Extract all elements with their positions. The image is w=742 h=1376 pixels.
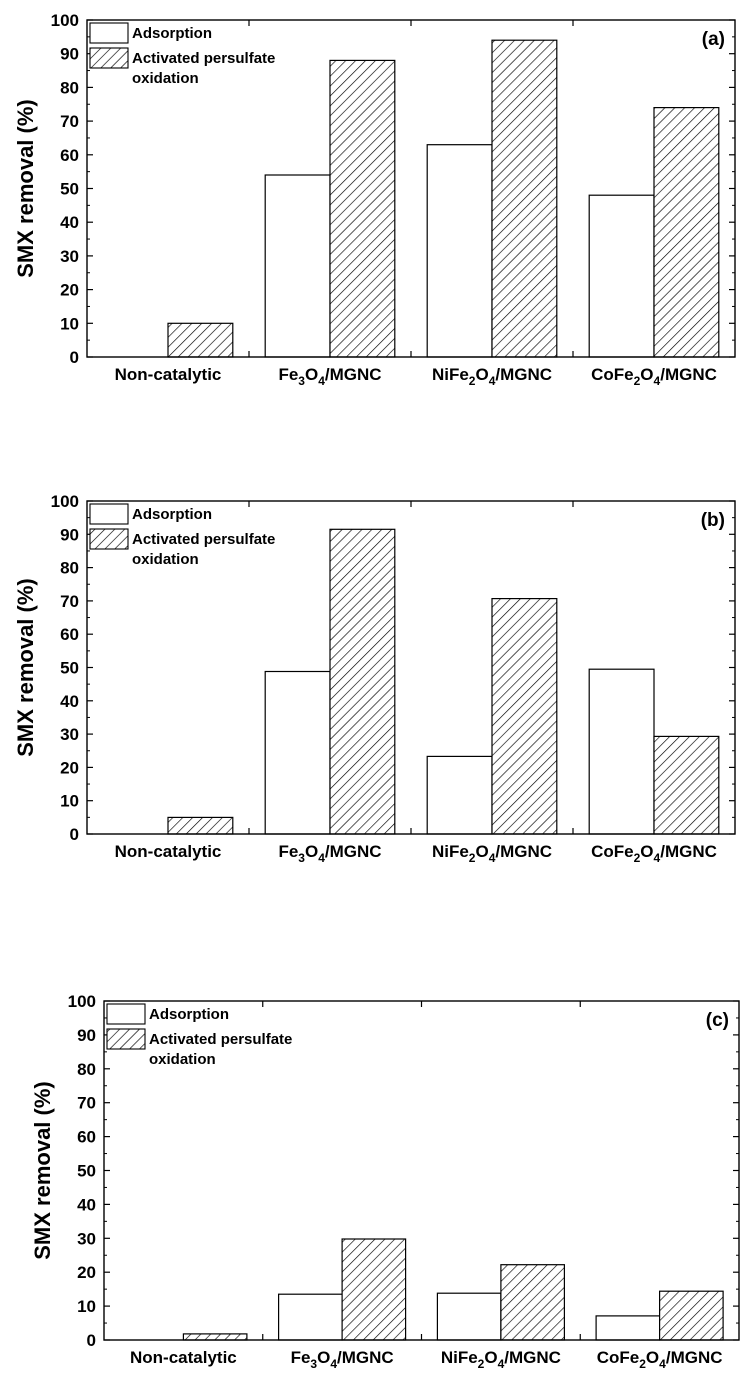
legend-label: oxidation [132, 70, 199, 87]
bar-persulfate-2 [500, 1264, 565, 1341]
y-tick-label: 60 [60, 625, 79, 644]
y-tick-label: 10 [60, 792, 79, 811]
y-tick-label: 60 [77, 1128, 96, 1147]
x-tick-label: Fe3O4/MGNC [291, 1348, 394, 1371]
legend-label: Activated persulfate [132, 50, 275, 67]
bar-adsorption-2 [426, 144, 493, 358]
y-tick-label: 80 [77, 1060, 96, 1079]
bar-persulfate-2 [491, 597, 558, 835]
x-tick-label: NiFe2O4/MGNC [441, 1348, 561, 1371]
x-tick-label: Non-catalytic [130, 1348, 237, 1367]
x-tick-label: Non-catalytic [115, 842, 222, 861]
y-tick-label: 50 [60, 180, 79, 199]
y-tick-label: 100 [51, 11, 79, 30]
y-axis-label: SMX removal (%) [13, 578, 38, 757]
x-tick-label: CoFe2O4/MGNC [591, 365, 717, 388]
y-tick-label: 40 [60, 692, 79, 711]
y-tick-label: 100 [68, 992, 96, 1011]
y-tick-label: 60 [60, 146, 79, 165]
x-tick-label: Fe3O4/MGNC [278, 365, 381, 388]
bar-adsorption-1 [278, 1293, 343, 1341]
x-tick-label: CoFe2O4/MGNC [591, 842, 717, 865]
y-tick-label: 30 [77, 1229, 96, 1248]
y-axis-label: SMX removal (%) [30, 1081, 55, 1260]
chart-panel-c: 0 10 20 30 40 50 60 70 80 90 100 Non-catalytic Fe3O4… [30, 992, 740, 1371]
y-tick-label: 70 [60, 592, 79, 611]
legend-swatch-persulfate [89, 47, 129, 69]
bar-adsorption-3 [595, 1315, 661, 1341]
y-tick-label: 30 [60, 247, 79, 266]
bar-persulfate-0 [167, 322, 234, 358]
y-tick-label: 90 [60, 45, 79, 64]
y-tick-label: 0 [70, 825, 79, 844]
bar-adsorption-1 [264, 174, 331, 358]
panel-label: (b) [701, 510, 725, 531]
y-tick-label: 30 [60, 725, 79, 744]
y-tick-label: 50 [60, 659, 79, 678]
x-tick-label: Non-catalytic [115, 365, 222, 384]
y-axis-label: SMX removal (%) [13, 99, 38, 278]
panel-label: (a) [702, 29, 725, 50]
bar-persulfate-3 [658, 1290, 724, 1341]
x-tick-label: NiFe2O4/MGNC [432, 842, 552, 865]
legend-label: Adsorption [132, 506, 212, 523]
bar-persulfate-1 [341, 1238, 407, 1341]
x-tick-label: CoFe2O4/MGNC [597, 1348, 723, 1371]
bar-persulfate-2 [491, 39, 558, 358]
y-tick-label: 100 [51, 492, 79, 511]
y-tick-label: 70 [77, 1094, 96, 1113]
y-tick-label: 90 [60, 525, 79, 544]
legend-swatch-persulfate [106, 1028, 146, 1050]
x-tick-label: NiFe2O4/MGNC [432, 365, 552, 388]
chart-panel-b: 0 10 20 30 40 50 60 70 80 90 100 Non-catalytic Fe3O4… [13, 492, 736, 865]
y-tick-label: 10 [77, 1297, 96, 1316]
legend-label: Adsorption [149, 1006, 229, 1023]
y-tick-label: 80 [60, 78, 79, 97]
bar-persulfate-1 [329, 528, 396, 835]
legend-label: oxidation [149, 1051, 216, 1068]
y-tick-label: 50 [77, 1162, 96, 1181]
y-tick-label: 40 [60, 213, 79, 232]
y-tick-label: 80 [60, 559, 79, 578]
y-tick-label: 20 [60, 758, 79, 777]
bar-persulfate-0 [167, 816, 234, 835]
legend-swatch-persulfate [89, 528, 129, 550]
bar-persulfate-3 [653, 106, 720, 358]
y-tick-label: 10 [60, 314, 79, 333]
y-tick-label: 0 [87, 1331, 96, 1350]
legend-label: Activated persulfate [132, 531, 275, 548]
bar-adsorption-2 [436, 1292, 502, 1341]
y-tick-label: 20 [60, 281, 79, 300]
bar-adsorption-3 [588, 194, 655, 358]
bar-adsorption-3 [588, 668, 655, 835]
legend-label: Activated persulfate [149, 1031, 292, 1048]
panel-label: (c) [706, 1010, 729, 1031]
y-tick-label: 40 [77, 1195, 96, 1214]
bar-adsorption-1 [264, 670, 331, 835]
chart-panel-a: 0 10 20 30 40 50 60 70 80 90 100 Non-catalytic Fe3O4… [13, 11, 736, 388]
bar-persulfate-0 [182, 1333, 248, 1341]
x-tick-label: Fe3O4/MGNC [278, 842, 381, 865]
bar-persulfate-3 [653, 735, 720, 835]
bar-persulfate-1 [329, 59, 396, 358]
legend-swatch-adsorption [106, 1003, 146, 1025]
bar-adsorption-2 [426, 755, 493, 835]
y-tick-label: 20 [77, 1263, 96, 1282]
y-tick-label: 0 [70, 348, 79, 367]
y-tick-label: 70 [60, 112, 79, 131]
y-tick-label: 90 [77, 1026, 96, 1045]
legend-label: oxidation [132, 551, 199, 568]
legend-swatch-adsorption [89, 22, 129, 44]
legend-swatch-adsorption [89, 503, 129, 525]
legend-label: Adsorption [132, 25, 212, 42]
